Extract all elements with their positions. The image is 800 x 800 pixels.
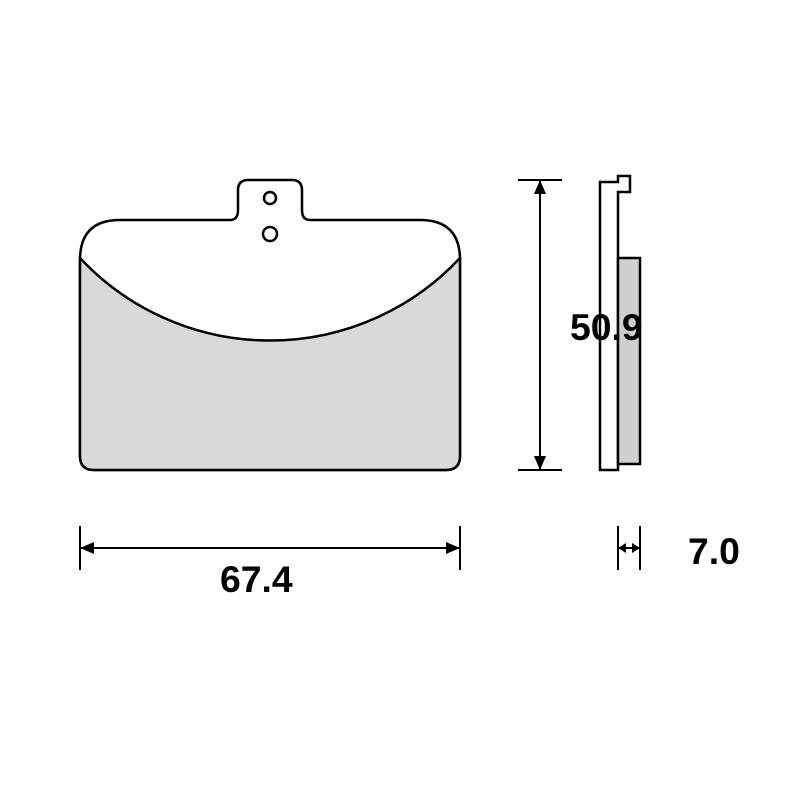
height-dimension-label: 50.9 — [570, 306, 643, 349]
thickness-dimension-label: 7.0 — [688, 530, 740, 573]
drawing-canvas: 67.4 50.9 7.0 — [0, 0, 800, 800]
dimension-svg — [0, 0, 800, 800]
width-dimension-label: 67.4 — [220, 558, 293, 601]
